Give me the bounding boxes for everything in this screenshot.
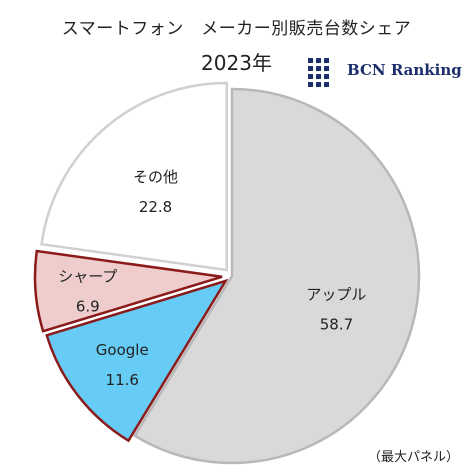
panel-note: （最大パネル） [367,450,459,465]
slice-value-apple: 58.7 [320,315,353,333]
pie-slice-apple [133,87,421,465]
slice-label-apple: アップル [306,285,366,303]
chart-title: スマートフォン メーカー別販売台数シェア [61,19,412,39]
slice-label-sharp: シャープ [58,267,117,285]
bcn-ranking-logo: BCN Ranking [305,56,465,92]
pie-slice-sharp [33,249,223,333]
chart-subtitle: 2023年 [201,51,272,75]
pie-slice-google [45,278,229,443]
logo-text: BCN Ranking [347,61,462,79]
slice-value-google: 11.6 [106,371,139,389]
slice-value-other: 22.8 [139,198,172,216]
pie-slice-other [40,81,228,272]
slice-value-sharp: 6.9 [76,297,100,315]
slice-label-other: その他 [133,168,178,186]
bcn-logo-icon [308,58,329,87]
slice-label-google: Google [96,341,149,359]
